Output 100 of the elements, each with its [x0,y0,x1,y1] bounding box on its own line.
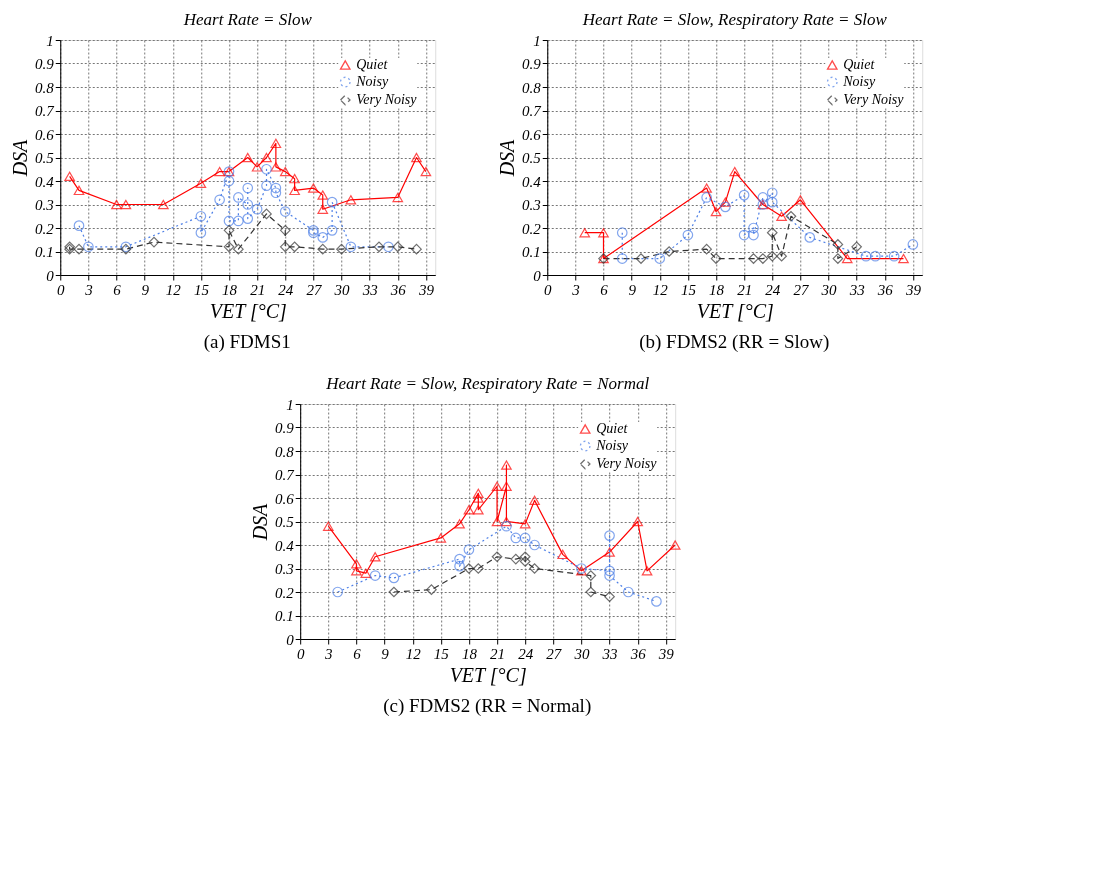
x-tick-label: 15 [680,281,697,298]
legend-label: Very Noisy [596,456,658,471]
point [454,560,465,572]
y-tick-label: 0.3 [522,197,541,213]
point [195,227,207,239]
x-tick-label: 6 [113,281,122,298]
point [270,162,282,172]
point [870,250,881,262]
point [454,519,465,529]
point [332,586,344,598]
point [710,206,722,217]
point [888,250,900,262]
point [242,152,254,163]
y-tick-label: 0.3 [35,197,54,213]
point [669,540,681,550]
y-tick-label: 0.2 [35,220,55,237]
point [373,241,385,253]
text: (a) FDMS1 [203,331,291,353]
y-tick-label: 0.8 [35,79,55,96]
point [392,241,404,253]
point [557,549,569,560]
point [289,185,300,196]
x-tick-label: 12 [652,281,669,298]
point [392,192,404,203]
point [860,250,872,262]
point [529,563,540,574]
point [604,570,615,581]
point [261,208,272,220]
point [748,229,759,241]
x-tick-label: 18 [222,281,238,298]
point [491,481,503,491]
y-tick-label: 0 [533,267,542,284]
point [463,544,475,556]
point [738,189,750,201]
point [766,196,778,208]
point [120,199,132,210]
point [454,553,465,565]
point [632,516,644,527]
x-tick-label: 21 [737,281,753,298]
point [604,547,615,557]
point [766,250,778,262]
x-tick-label: 30 [573,645,590,662]
point [463,563,475,574]
point [111,199,122,210]
point [491,516,503,527]
point [148,236,160,248]
point [345,195,357,205]
point [317,232,329,243]
point [233,215,244,227]
point [64,171,75,182]
point [242,182,254,194]
point [195,210,207,222]
y-tick-label: 1 [533,32,541,49]
y-tick-label: 0.8 [522,79,542,96]
point [851,241,862,253]
point [804,232,816,243]
point [841,253,853,264]
point [738,229,750,241]
point [720,201,731,213]
point [317,190,329,200]
point [351,559,362,569]
x-axis-title: VET [°C] [209,299,287,322]
point [766,227,778,239]
point [83,241,94,253]
point [635,253,647,264]
y-tick-label: 0.1 [274,608,294,624]
point [195,178,207,189]
point [326,196,338,208]
point [411,243,422,255]
x-tick-label: 30 [820,281,837,298]
point [261,152,272,163]
point [654,253,666,264]
point [898,253,909,264]
point [710,253,722,264]
x-tick-label: 6 [600,281,609,298]
text: (c) FDMS2 (RR = Normal) [383,695,592,717]
x-tick-label: 30 [333,281,350,298]
point [472,488,484,499]
y-tick-label: 0 [46,267,55,284]
point [73,220,85,231]
point [604,565,615,577]
x-tick-label: 27 [793,281,810,298]
point [345,241,357,253]
x-tick-label: 6 [353,645,362,662]
point [519,519,531,529]
point [388,586,400,598]
y-tick-label: 0.2 [274,584,295,601]
point [641,566,653,576]
point [214,166,225,177]
point [223,215,235,227]
chart-title: Heart Rate = Slow, Respiratory Rate = Slow [581,10,888,29]
x-tick-label: 21 [250,281,266,298]
point [729,166,741,177]
y-tick-label: 0.9 [274,420,295,436]
x-tick-label: 3 [84,281,93,298]
point [308,183,319,193]
point [326,225,338,236]
point [832,253,844,264]
point [420,166,432,177]
point [73,243,85,255]
